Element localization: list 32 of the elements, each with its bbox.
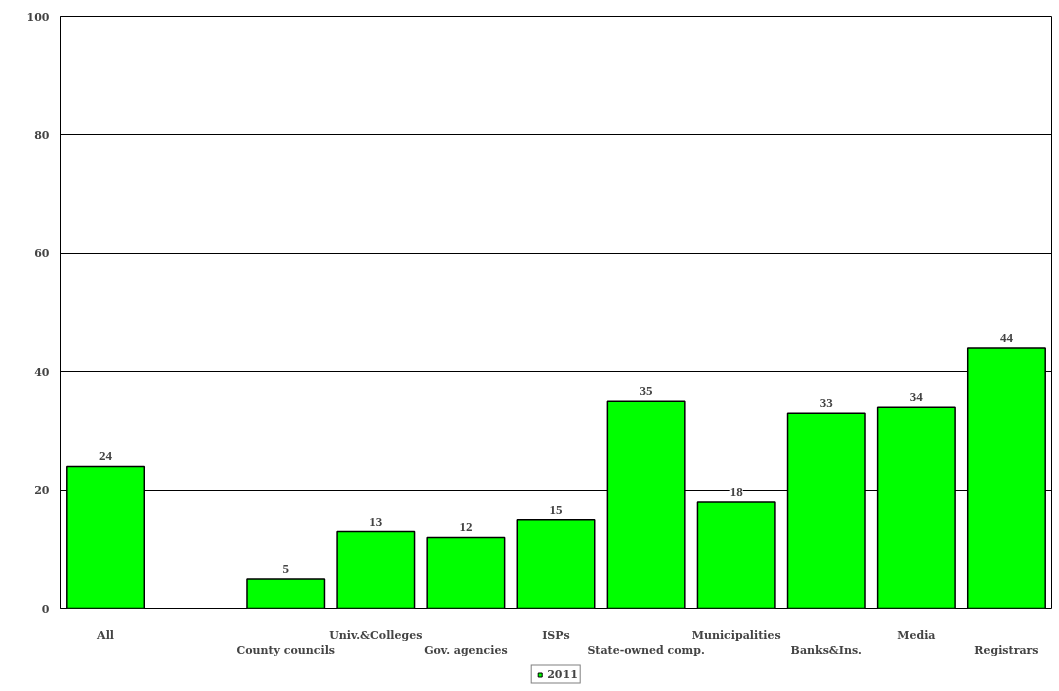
data-label: 34 (909, 389, 924, 405)
bar (426, 536, 506, 609)
x-tick-label: Gov. agencies (424, 644, 508, 658)
legend-label: 2011 (547, 667, 578, 681)
data-label: 5 (282, 560, 290, 576)
x-tick-label: Registrars (974, 644, 1039, 658)
x-tick-label: Municipalities (691, 628, 781, 642)
x-tick-label: Banks&Ins. (790, 644, 862, 658)
bar (246, 578, 326, 609)
data-label: 33 (819, 395, 834, 411)
y-tick-label: 80 (34, 128, 50, 142)
bar (336, 530, 416, 609)
x-tick-label: State-owned comp. (587, 644, 705, 658)
y-tick-label: 60 (34, 247, 50, 261)
data-label: 15 (549, 501, 563, 517)
x-tick-label: Univ.&Colleges (329, 628, 423, 642)
y-tick-label: 20 (34, 484, 50, 498)
data-label: 12 (459, 519, 473, 535)
x-tick-label: ISPs (542, 628, 570, 642)
y-tick-label: 100 (26, 10, 50, 24)
data-label: 44 (999, 330, 1014, 346)
data-label: 35 (639, 383, 654, 399)
bar (516, 518, 596, 609)
y-tick-label: 40 (34, 365, 50, 379)
bar (696, 501, 776, 609)
data-label: 13 (369, 513, 383, 529)
x-tick-label: All (96, 628, 115, 642)
x-tick-label: County councils (236, 644, 336, 658)
data-label: 24 (99, 448, 113, 464)
y-tick-label: 0 (41, 602, 50, 616)
x-tick-label: Media (897, 628, 936, 642)
data-label: 18 (729, 483, 744, 499)
